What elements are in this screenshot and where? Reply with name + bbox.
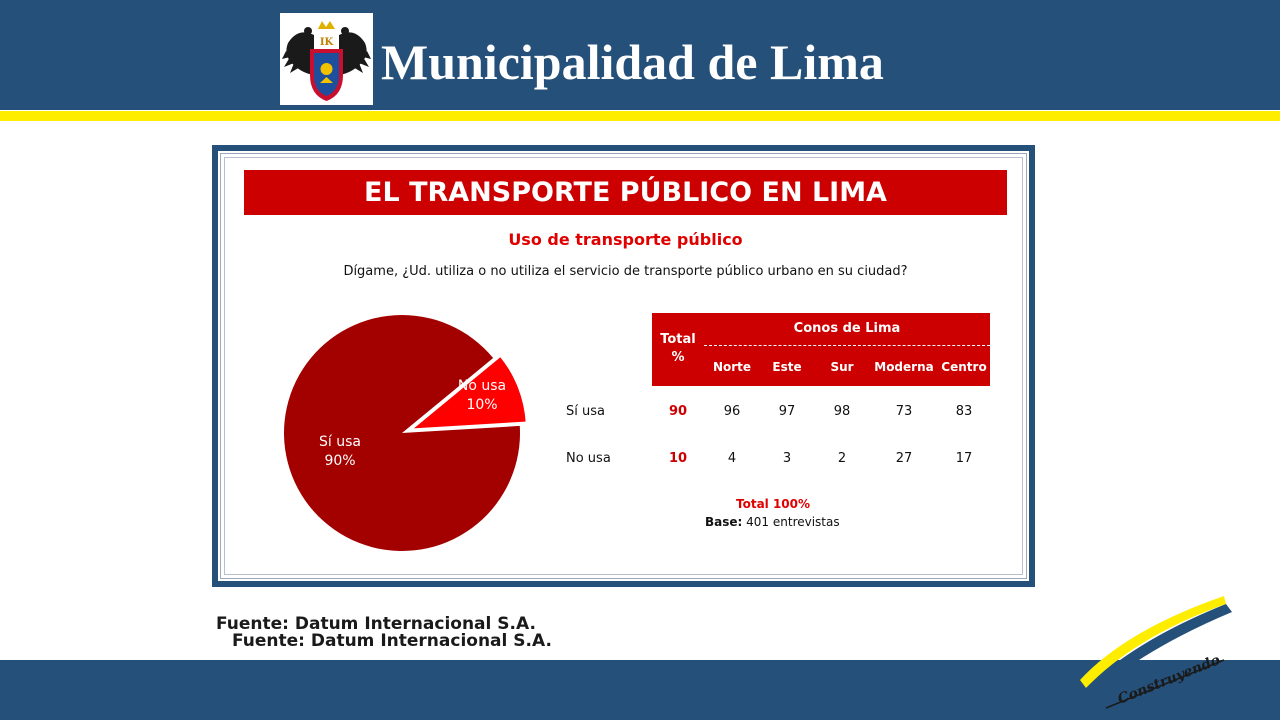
- footer-band: [0, 660, 1280, 720]
- table-header-group: Conos de Lima: [793, 321, 901, 336]
- table-header-divider: [704, 345, 990, 346]
- table-cell-norte-no: 4: [727, 451, 737, 466]
- table-header-total: Total %: [652, 331, 704, 367]
- page-title: Municipalidad de Lima: [381, 34, 884, 90]
- table-footer-base: Base: 401 entrevistas: [705, 515, 840, 529]
- header-accent-line: [0, 111, 1280, 121]
- pie-label-si-usa-1: 90%: [324, 453, 355, 469]
- pie-label-si-usa-0: Sí usa: [319, 434, 361, 450]
- source-line-2: Fuente: Datum Internacional S.A.: [232, 631, 552, 651]
- table-footer-base-label: Base:: [705, 515, 743, 529]
- pie-label-no-usa-1: 10%: [466, 397, 497, 413]
- table-cell-total-si: 90: [668, 404, 688, 419]
- table-header: [652, 313, 990, 386]
- pie-chart-svg: Sí usa 90% No usa 10%: [284, 314, 529, 551]
- source-line-1: Fuente: Datum Internacional S.A.: [216, 614, 536, 634]
- table-row-label-si: Sí usa: [566, 404, 605, 419]
- table-footer-total: Total 100%: [736, 497, 811, 511]
- pie-label-no-usa-0: No usa: [458, 378, 506, 394]
- table-cell-centro-no: 17: [955, 451, 973, 466]
- table-cell-centro-si: 83: [955, 404, 973, 419]
- table-header-total-label: Total: [660, 332, 696, 347]
- chart-title: EL TRANSPORTE PÚBLICO EN LIMA: [244, 170, 1007, 215]
- table-cell-sur-no: 2: [837, 451, 847, 466]
- table-cell-moderna-si: 73: [895, 404, 913, 419]
- table-row-label-no: No usa: [566, 451, 611, 466]
- lima-coat-of-arms-icon: IK: [280, 13, 373, 105]
- table-cell-norte-si: 96: [723, 404, 741, 419]
- table-cell-este-si: 97: [778, 404, 796, 419]
- table-col-este: Este: [772, 360, 802, 374]
- table-col-centro: Centro: [941, 360, 987, 374]
- table-footer-base-value: 401 entrevistas: [746, 515, 840, 529]
- table-cell-total-no: 10: [668, 451, 688, 466]
- table-col-moderna: Moderna: [874, 360, 934, 374]
- construyendo-swoosh-logo-icon: Construyendo: [1076, 590, 1246, 715]
- chart-question: Dígame, ¿Ud. utiliza o no utiliza el ser…: [343, 264, 908, 279]
- svg-text:IK: IK: [320, 37, 334, 48]
- table-header-total-unit: %: [671, 350, 685, 365]
- table-cell-moderna-no: 27: [895, 451, 913, 466]
- table-header-bottom-divider: [652, 385, 990, 386]
- chart-subtitle: Uso de transporte público: [508, 230, 743, 249]
- pie-slice-si-usa: [284, 314, 520, 551]
- table-col-sur: Sur: [830, 360, 854, 374]
- table-cell-este-no: 3: [782, 451, 792, 466]
- table-cell-sur-si: 98: [833, 404, 851, 419]
- table-col-norte: Norte: [712, 360, 752, 374]
- pie-slice-no-usa: [404, 353, 529, 432]
- pie-chart: Sí usa 90% No usa 10%: [280, 305, 530, 565]
- header-band: [0, 0, 1280, 110]
